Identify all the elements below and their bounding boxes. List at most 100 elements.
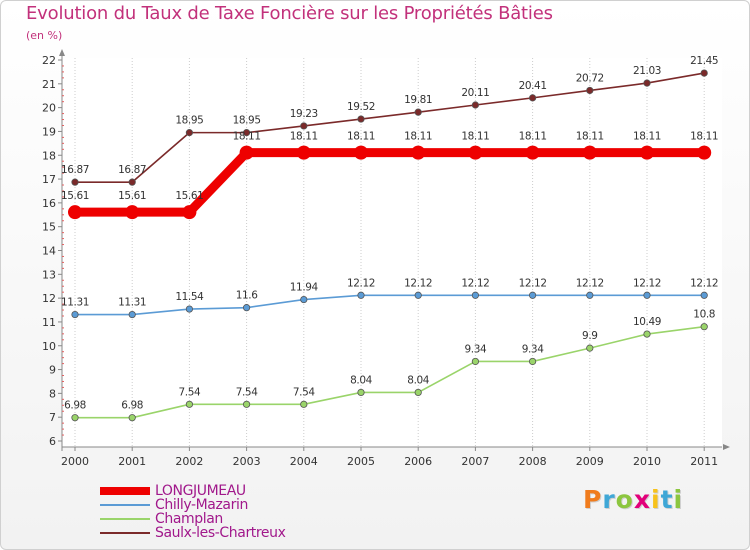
legend-label: Saulx-les-Chartreux bbox=[155, 525, 286, 541]
data-point bbox=[243, 304, 251, 312]
plot-area bbox=[62, 58, 722, 447]
y-tick-label: 10 bbox=[42, 340, 56, 353]
legend-swatch bbox=[100, 504, 150, 506]
data-label-saulx-les-chartreux: 19.81 bbox=[404, 94, 432, 106]
data-label-longjumeau: 18.11 bbox=[347, 131, 375, 143]
data-label-longjumeau: 18.11 bbox=[519, 131, 547, 143]
legend-label: Champlan bbox=[155, 511, 223, 527]
series-longjumeau bbox=[68, 145, 712, 220]
data-point bbox=[528, 94, 537, 102]
x-tick-label: 2001 bbox=[118, 455, 146, 468]
y-tick-label: 9 bbox=[49, 364, 56, 377]
data-point bbox=[586, 86, 594, 95]
data-label-champlan: 10.49 bbox=[633, 316, 661, 328]
data-point bbox=[414, 108, 422, 116]
x-tick-label: 2007 bbox=[461, 455, 489, 468]
data-label-saulx-les-chartreux: 16.87 bbox=[61, 164, 89, 176]
data-point bbox=[528, 357, 537, 366]
data-point bbox=[700, 69, 708, 77]
data-label-saulx-les-chartreux: 19.23 bbox=[290, 108, 318, 120]
y-tick-label: 14 bbox=[42, 245, 56, 258]
data-label-saulx-les-chartreux: 21.45 bbox=[690, 55, 718, 67]
data-label-chilly-mazarin: 11.31 bbox=[61, 297, 89, 309]
data-point bbox=[357, 115, 365, 123]
data-point bbox=[185, 400, 193, 408]
data-point bbox=[471, 101, 479, 109]
x-tick-label: 2003 bbox=[233, 455, 261, 468]
y-tick-label: 15 bbox=[42, 221, 56, 234]
data-point bbox=[125, 205, 140, 220]
data-label-saulx-les-chartreux: 19.52 bbox=[347, 101, 375, 113]
data-point bbox=[296, 145, 311, 160]
data-point bbox=[354, 145, 368, 160]
x-tick-label: 2004 bbox=[290, 455, 318, 468]
data-label-champlan: 6.98 bbox=[64, 400, 86, 412]
data-point bbox=[357, 388, 365, 397]
data-label-longjumeau: 18.11 bbox=[576, 131, 604, 143]
legend-swatch bbox=[100, 518, 150, 520]
data-point bbox=[239, 145, 254, 160]
data-point bbox=[243, 129, 251, 137]
data-label-chilly-mazarin: 12.12 bbox=[461, 277, 489, 289]
data-label-chilly-mazarin: 11.6 bbox=[236, 290, 258, 302]
data-point bbox=[468, 145, 483, 160]
data-point bbox=[128, 178, 136, 186]
data-label-champlan: 7.54 bbox=[293, 386, 315, 398]
data-point bbox=[471, 291, 479, 299]
y-tick-label: 13 bbox=[42, 268, 56, 281]
data-point bbox=[185, 129, 193, 137]
data-point bbox=[128, 414, 136, 422]
legend-label: Chilly-Mazarin bbox=[155, 497, 248, 513]
y-tick-label: 20 bbox=[42, 102, 56, 115]
x-tick-label: 2009 bbox=[576, 455, 604, 468]
chart-title: Evolution du Taux de Taxe Foncière sur l… bbox=[26, 3, 553, 24]
data-point bbox=[357, 291, 365, 299]
legend-swatch bbox=[100, 532, 150, 534]
series-line-longjumeau bbox=[75, 148, 705, 217]
data-label-champlan: 7.54 bbox=[179, 386, 201, 398]
y-tick-label: 16 bbox=[42, 197, 56, 210]
data-point bbox=[71, 310, 79, 319]
data-label-chilly-mazarin: 11.54 bbox=[175, 291, 204, 303]
series-line-chilly-mazarin bbox=[75, 294, 705, 316]
data-label-champlan: 10.8 bbox=[693, 309, 715, 321]
data-label-chilly-mazarin: 12.12 bbox=[690, 277, 718, 289]
data-point bbox=[185, 305, 193, 313]
x-tick-label: 2011 bbox=[690, 455, 718, 468]
data-label-longjumeau: 18.11 bbox=[290, 131, 318, 143]
data-point bbox=[586, 291, 594, 299]
data-point bbox=[700, 323, 708, 331]
data-point bbox=[643, 291, 651, 299]
data-point bbox=[300, 122, 308, 130]
data-label-champlan: 8.04 bbox=[407, 374, 429, 386]
data-label-saulx-les-chartreux: 18.95 bbox=[233, 115, 261, 127]
data-label-champlan: 6.98 bbox=[121, 400, 143, 412]
data-label-saulx-les-chartreux: 18.95 bbox=[175, 115, 203, 127]
data-point bbox=[643, 330, 651, 338]
data-label-chilly-mazarin: 11.94 bbox=[290, 282, 319, 294]
data-label-longjumeau: 15.61 bbox=[175, 190, 203, 202]
y-tick-label: 11 bbox=[42, 316, 56, 329]
x-tick-label: 2008 bbox=[519, 455, 547, 468]
legend-swatch bbox=[100, 487, 150, 495]
series-saulx-les-chartreux bbox=[71, 69, 708, 186]
data-point bbox=[528, 291, 537, 299]
data-label-champlan: 9.34 bbox=[522, 343, 544, 355]
series-champlan bbox=[71, 323, 708, 422]
y-tick-label: 18 bbox=[42, 149, 56, 162]
data-label-saulx-les-chartreux: 20.72 bbox=[576, 72, 604, 84]
data-label-saulx-les-chartreux: 21.03 bbox=[633, 65, 661, 77]
data-label-longjumeau: 15.61 bbox=[118, 190, 146, 202]
x-tick-label: 2005 bbox=[347, 455, 375, 468]
series-chilly-mazarin bbox=[71, 291, 708, 319]
data-label-champlan: 7.54 bbox=[236, 386, 258, 398]
y-tick-label: 21 bbox=[42, 78, 56, 91]
data-label-longjumeau: 18.11 bbox=[461, 131, 489, 143]
data-label-saulx-les-chartreux: 20.11 bbox=[461, 87, 489, 99]
x-tick-label: 2010 bbox=[633, 455, 661, 468]
data-label-champlan: 9.34 bbox=[465, 343, 487, 355]
data-point bbox=[71, 178, 79, 186]
y-tick-label: 6 bbox=[49, 435, 56, 448]
data-point bbox=[414, 291, 422, 299]
